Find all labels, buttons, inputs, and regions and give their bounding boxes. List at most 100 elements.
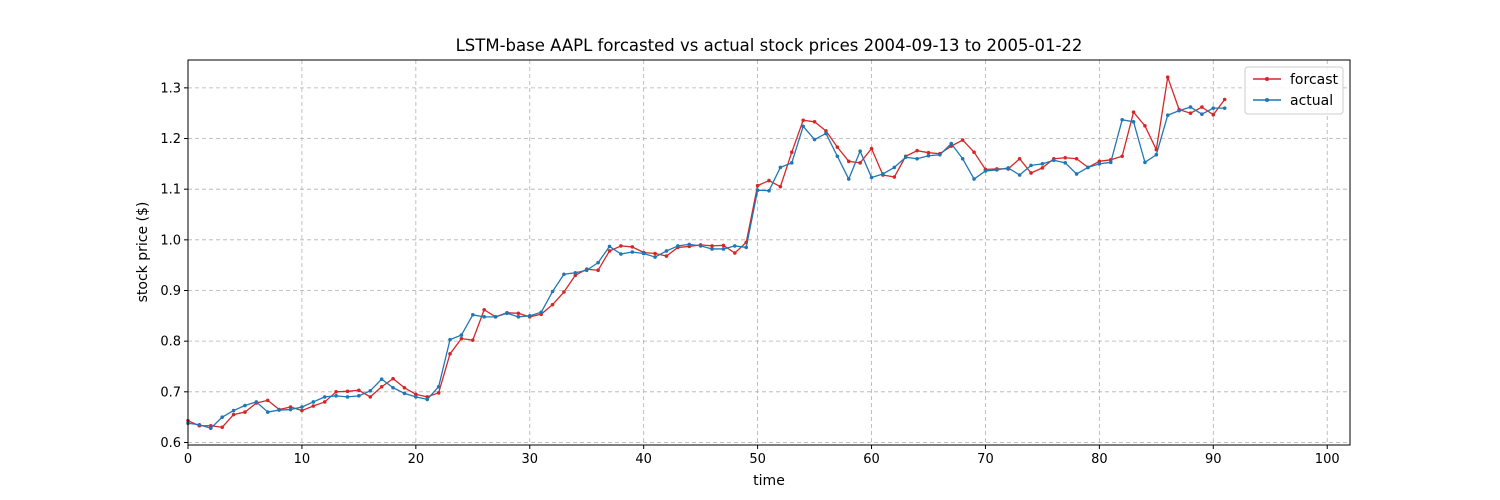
- data-point-actual: [414, 395, 418, 399]
- data-point-actual: [1074, 172, 1079, 176]
- data-point-actual: [448, 337, 452, 342]
- data-point-actual: [505, 311, 509, 316]
- data-point-forcast: [357, 388, 361, 393]
- data-point-forcast: [812, 120, 817, 124]
- data-point-forcast: [379, 384, 384, 389]
- legend-marker-actual: [1265, 98, 1269, 102]
- data-point-actual: [960, 156, 965, 161]
- data-point-actual: [1097, 162, 1102, 166]
- series-actual: [186, 105, 1227, 431]
- data-point-actual: [721, 247, 726, 251]
- data-point-actual: [630, 250, 635, 254]
- data-point-forcast: [664, 254, 669, 258]
- data-point-forcast: [414, 392, 418, 397]
- data-point-forcast: [767, 178, 771, 183]
- data-point-actual: [869, 175, 874, 180]
- data-point-actual: [493, 315, 498, 319]
- data-point-actual: [231, 408, 236, 413]
- data-point-actual: [584, 268, 589, 273]
- data-point-actual: [516, 315, 521, 319]
- data-point-actual: [676, 244, 680, 248]
- data-point-forcast: [288, 405, 293, 409]
- data-point-actual: [995, 168, 999, 172]
- x-tick-label: 90: [1205, 452, 1222, 467]
- data-point-forcast: [835, 145, 840, 149]
- data-point-forcast: [755, 183, 760, 188]
- data-point-actual: [391, 385, 395, 390]
- y-tick-label: 0.6: [160, 436, 181, 451]
- data-point-forcast: [231, 412, 236, 417]
- data-point-actual: [1052, 158, 1056, 163]
- data-point-actual: [345, 395, 350, 399]
- data-point-forcast: [733, 251, 737, 255]
- data-point-actual: [846, 177, 851, 181]
- axis-ticks: 0 10 20 30 40 50 60 70 80 90 100 0.6 0.7 0.8 0.9 1.0 1.1…: [160, 81, 1339, 467]
- data-point-actual: [824, 131, 828, 136]
- data-point-forcast: [778, 184, 783, 189]
- data-point-forcast: [368, 395, 373, 399]
- x-tick-label: 100: [1315, 452, 1340, 467]
- data-point-forcast: [789, 150, 794, 154]
- data-point-actual: [1063, 161, 1067, 165]
- data-point-forcast: [824, 129, 828, 133]
- data-point-forcast: [1120, 154, 1124, 159]
- data-point-forcast: [300, 408, 304, 413]
- y-tick-label: 0.9: [160, 284, 181, 299]
- data-point-forcast: [1063, 155, 1067, 160]
- data-point-forcast: [1222, 97, 1227, 102]
- data-point-forcast: [1165, 75, 1170, 80]
- data-point-forcast: [846, 159, 851, 164]
- data-point-actual: [1006, 166, 1011, 170]
- data-point-actual: [573, 270, 578, 275]
- data-point-actual: [277, 408, 281, 412]
- data-point-actual: [881, 172, 885, 176]
- data-point-forcast: [972, 150, 976, 154]
- data-point-forcast: [1143, 124, 1147, 128]
- data-point-actual: [687, 242, 692, 247]
- data-point-forcast: [653, 251, 657, 256]
- data-point-actual: [903, 155, 908, 160]
- data-point-forcast: [710, 244, 714, 248]
- legend: forcast actual: [1244, 66, 1344, 115]
- legend-marker-forcast: [1265, 77, 1269, 81]
- data-point-forcast: [436, 391, 441, 395]
- data-point-actual: [311, 400, 316, 404]
- data-point-actual: [425, 397, 430, 402]
- data-point-actual: [801, 124, 805, 129]
- data-point-forcast: [892, 175, 897, 179]
- data-point-actual: [1120, 117, 1124, 122]
- data-point-actual: [1017, 173, 1022, 177]
- data-point-forcast: [926, 150, 931, 155]
- data-point-forcast: [1188, 111, 1193, 115]
- data-point-actual: [789, 161, 794, 165]
- data-point-actual: [949, 141, 954, 146]
- data-point-actual: [778, 165, 783, 170]
- data-point-forcast: [220, 425, 224, 430]
- data-point-actual: [379, 377, 384, 381]
- data-point-forcast: [915, 148, 919, 153]
- data-point-actual: [972, 177, 976, 181]
- legend-label-actual: actual: [1290, 93, 1333, 109]
- data-point-forcast: [322, 400, 327, 404]
- data-point-actual: [208, 426, 213, 431]
- data-point-forcast: [471, 338, 475, 342]
- data-point-forcast: [630, 245, 635, 249]
- data-point-actual: [1086, 165, 1090, 170]
- data-point-actual: [858, 149, 862, 153]
- y-tick-label: 1.2: [160, 132, 181, 147]
- data-point-actual: [243, 403, 247, 408]
- data-point-forcast: [265, 398, 270, 403]
- data-point-forcast: [1200, 105, 1204, 109]
- data-point-actual: [1211, 106, 1216, 110]
- y-tick-label: 1.0: [160, 233, 181, 248]
- data-point-forcast: [459, 336, 464, 341]
- data-point-forcast: [1211, 112, 1216, 117]
- data-point-actual: [983, 169, 988, 173]
- x-tick-label: 70: [977, 452, 994, 467]
- data-point-actual: [1154, 152, 1159, 157]
- data-point-actual: [653, 255, 657, 259]
- data-point-actual: [482, 315, 487, 319]
- data-point-forcast: [1131, 110, 1136, 114]
- data-point-actual: [926, 153, 931, 158]
- data-point-forcast: [516, 311, 521, 316]
